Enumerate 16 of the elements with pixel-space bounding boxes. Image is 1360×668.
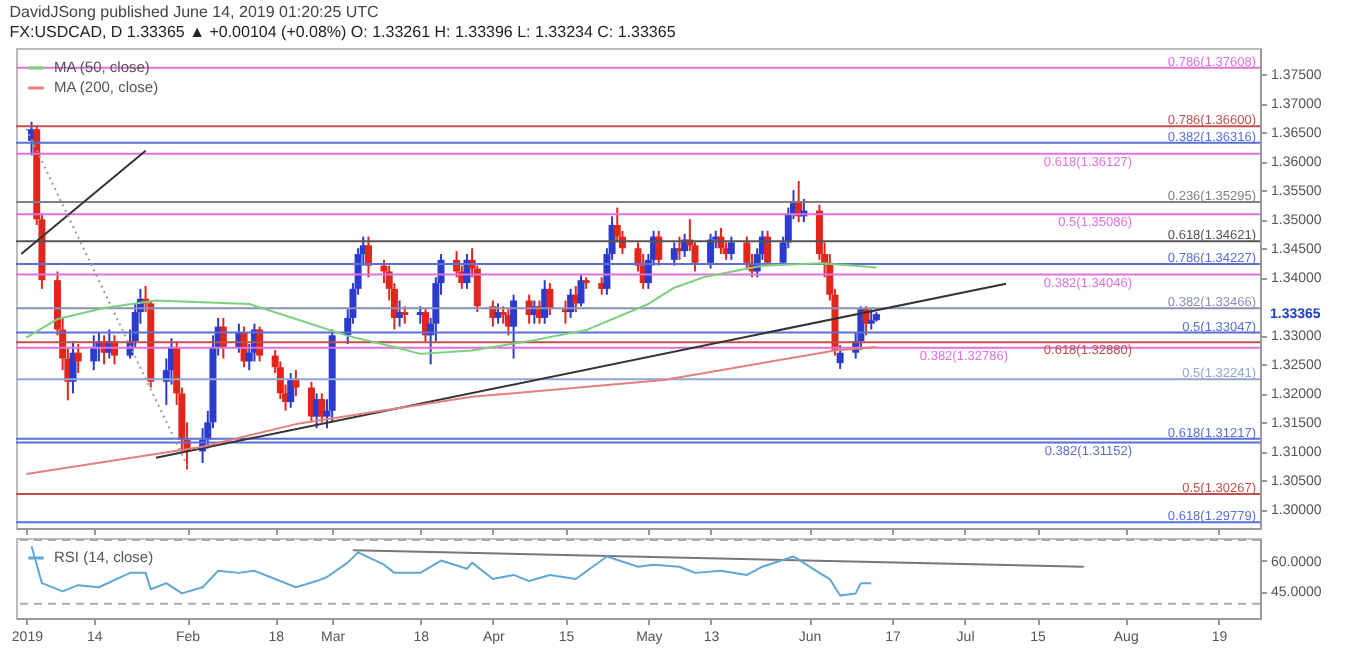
chart-subtitle: FX:USDCAD, D 1.33365 ▲ +0.00104 (+0.08%) O: 1.33261 H: 1.33396 L: 1.33234 C: 1.33365: [9, 23, 677, 41]
candlestick: [764, 229, 772, 267]
candlestick: [707, 232, 715, 270]
candlestick: [74, 343, 82, 375]
line-series: [25, 345, 878, 476]
candlestick: [318, 392, 326, 424]
line-series: [30, 545, 873, 597]
chart-title: DavidJSong published June 14, 2019 01:20:25 UTC: [9, 3, 380, 21]
candlestick: [655, 229, 663, 267]
candlestick: [510, 293, 518, 360]
candlestick: [743, 235, 751, 270]
candlestick: [836, 344, 844, 370]
candlestick: [577, 273, 585, 308]
candlestick: [292, 369, 300, 398]
candlestick: [670, 241, 678, 267]
candlestick: [867, 308, 875, 331]
